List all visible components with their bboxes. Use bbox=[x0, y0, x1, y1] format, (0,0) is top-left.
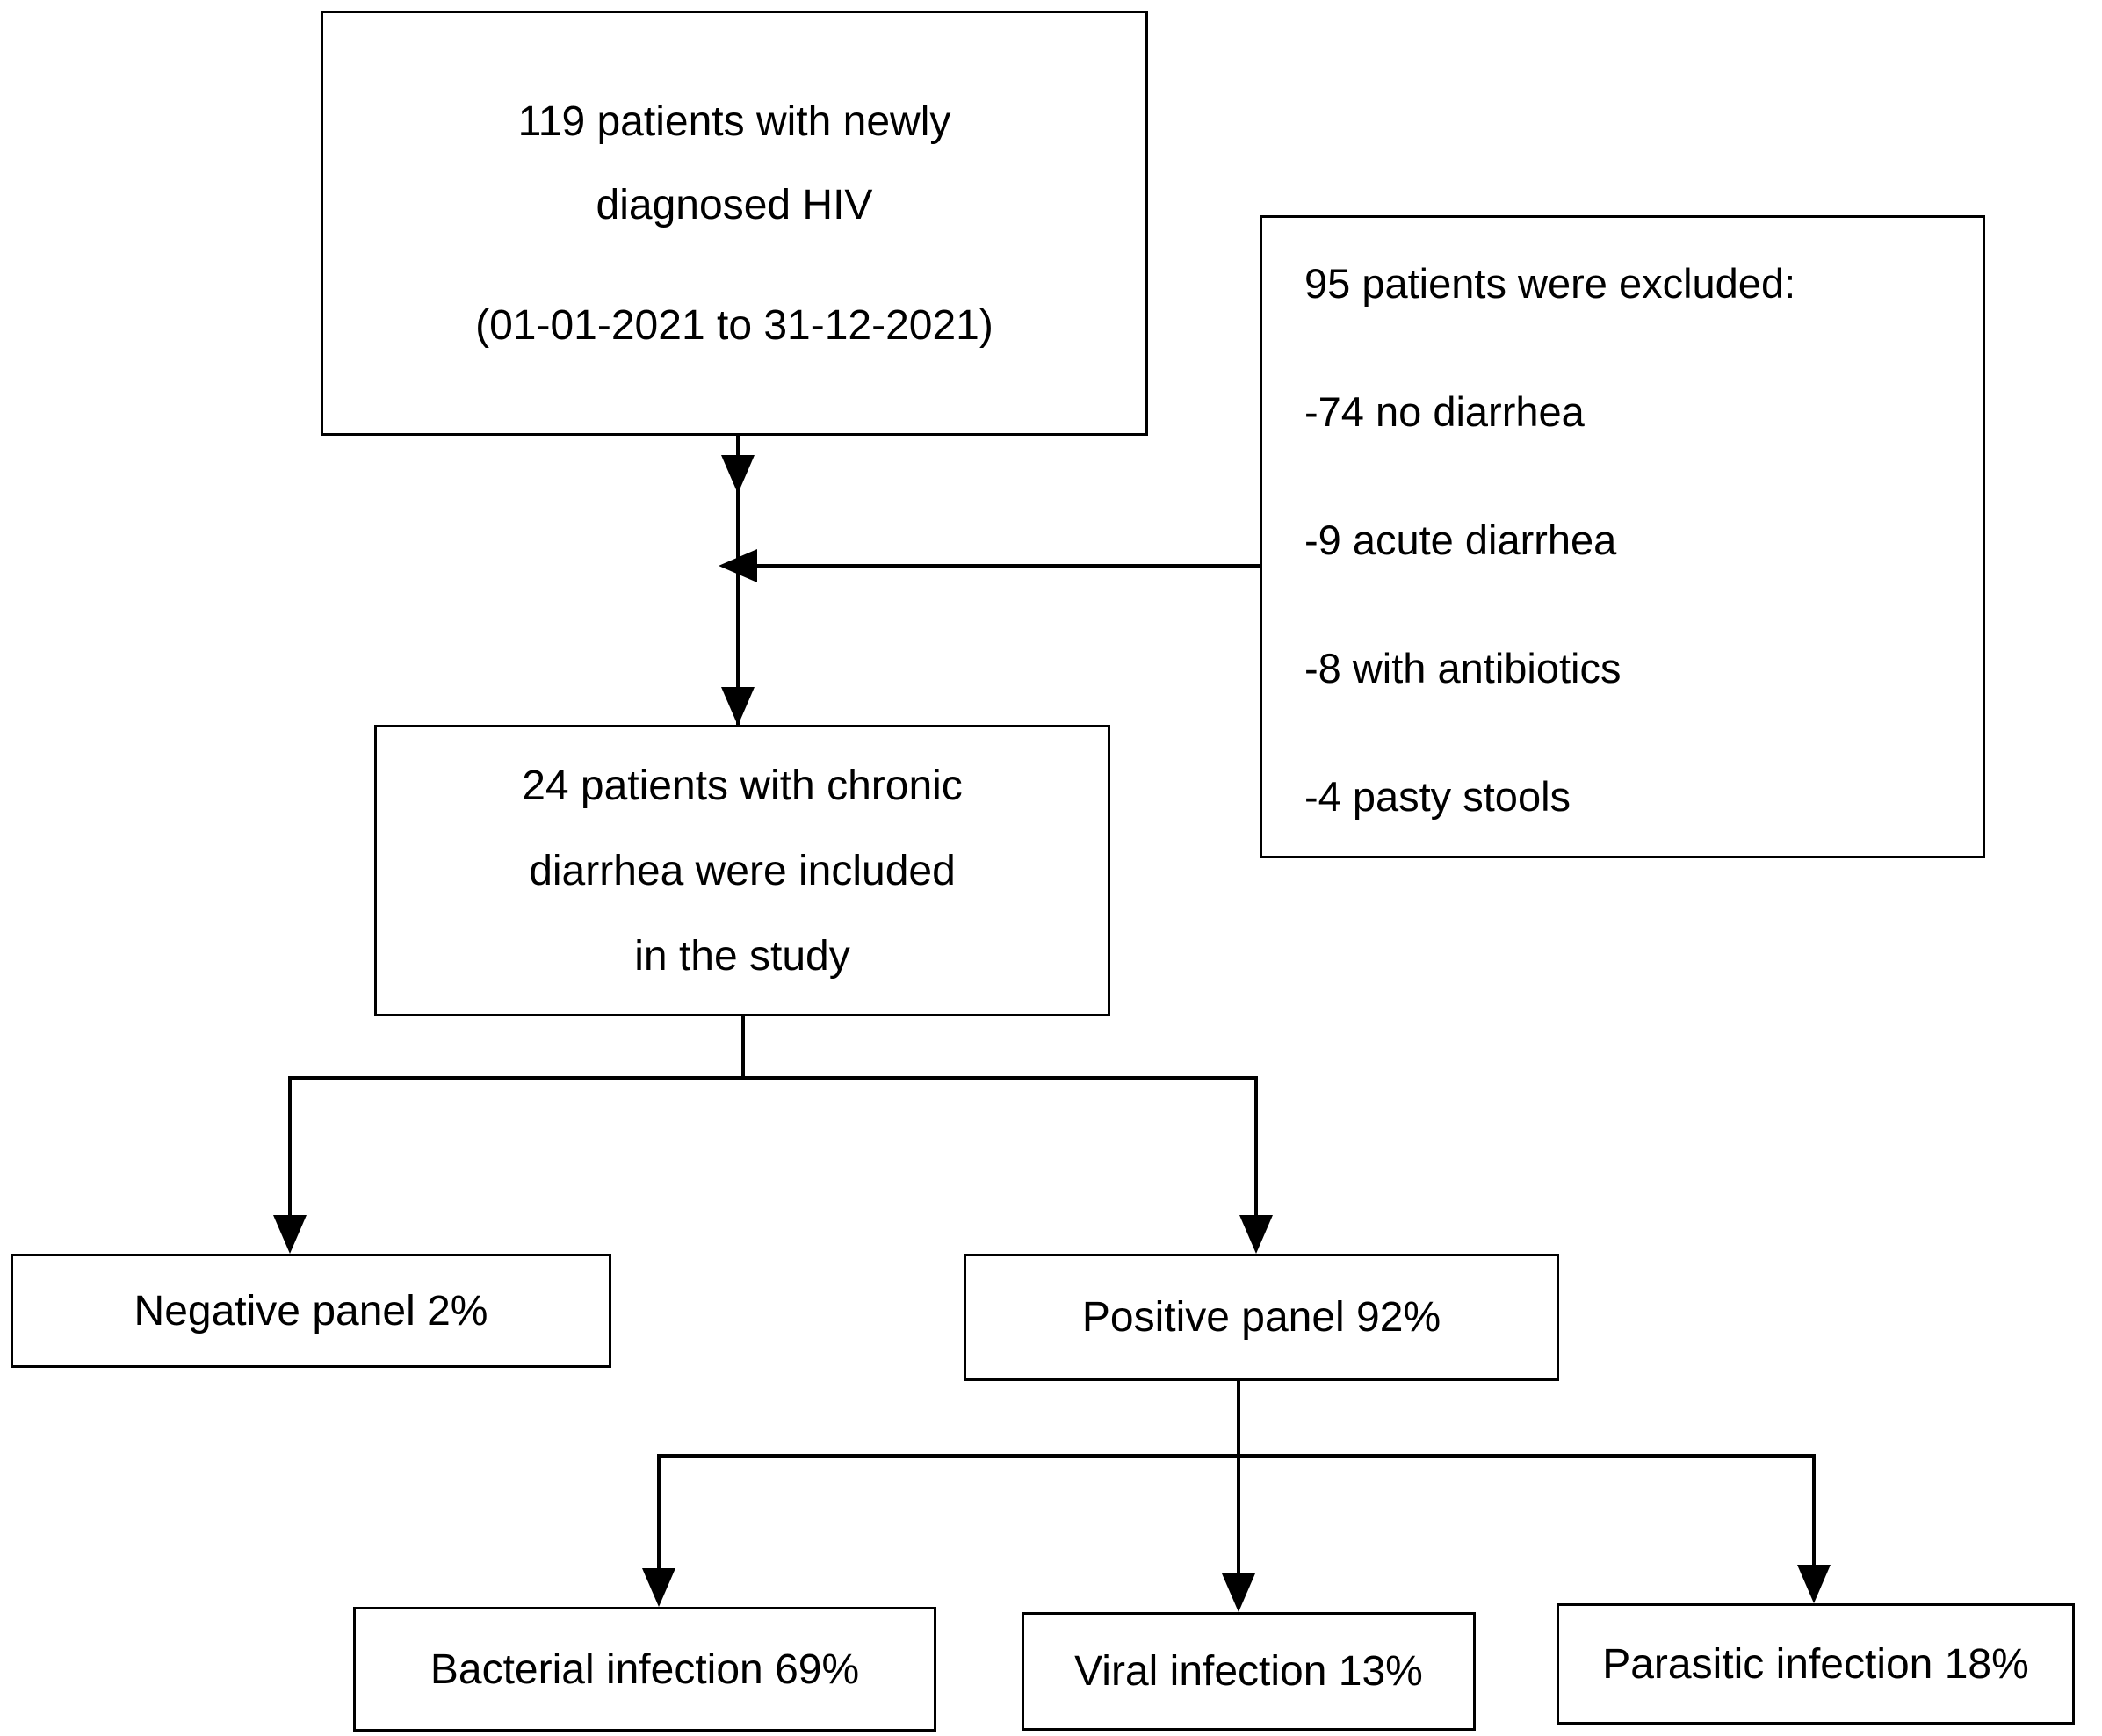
included-line-1: 24 patients with chronic bbox=[522, 762, 963, 809]
hiv-line-2: diagnosed HIV bbox=[596, 181, 873, 228]
connector-positive-to-viral bbox=[1237, 1381, 1240, 1575]
connector-infection-split bbox=[657, 1454, 1816, 1458]
arrowhead-down-icon bbox=[721, 455, 755, 494]
connector-excluded-to-flow bbox=[754, 564, 1260, 568]
box-bacterial-infection: Bacterial infection 69% bbox=[353, 1607, 936, 1732]
parasitic-infection-label: Parasitic infection 18% bbox=[1602, 1640, 2029, 1688]
excluded-item-no-diarrhea: -74 no diarrhea bbox=[1304, 388, 1585, 435]
included-line-3: in the study bbox=[634, 932, 850, 980]
arrowhead-down-icon bbox=[273, 1215, 307, 1254]
arrowhead-left-icon bbox=[719, 549, 757, 582]
connector-to-positive-panel bbox=[1254, 1076, 1258, 1219]
box-negative-panel: Negative panel 2% bbox=[11, 1254, 611, 1368]
hiv-line-1: 119 patients with newly bbox=[517, 98, 951, 145]
arrowhead-down-icon bbox=[1797, 1565, 1831, 1603]
excluded-item-acute-diarrhea: -9 acute diarrhea bbox=[1304, 517, 1617, 563]
box-parasitic-infection: Parasitic infection 18% bbox=[1557, 1603, 2075, 1725]
connector-panel-split bbox=[288, 1076, 1258, 1080]
box-hiv-patients: 119 patients with newly diagnosed HIV (0… bbox=[321, 11, 1148, 436]
negative-panel-label: Negative panel 2% bbox=[134, 1287, 488, 1335]
excluded-title: 95 patients were excluded: bbox=[1304, 260, 1796, 307]
hiv-date-range: (01-01-2021 to 31-12-2021) bbox=[475, 301, 993, 349]
positive-panel-label: Positive panel 92% bbox=[1081, 1294, 1441, 1341]
viral-infection-label: Viral infection 13% bbox=[1074, 1648, 1423, 1695]
excluded-item-antibiotics: -8 with antibiotics bbox=[1304, 645, 1622, 691]
arrowhead-down-icon bbox=[1222, 1573, 1255, 1612]
arrowhead-down-icon bbox=[1239, 1215, 1273, 1254]
box-viral-infection: Viral infection 13% bbox=[1022, 1612, 1476, 1731]
excluded-item-pasty-stools: -4 pasty stools bbox=[1304, 773, 1571, 820]
box-excluded-patients: 95 patients were excluded: -74 no diarrh… bbox=[1260, 215, 1985, 858]
connector-to-bacterial bbox=[657, 1454, 661, 1570]
bacterial-infection-label: Bacterial infection 69% bbox=[430, 1646, 860, 1693]
arrowhead-down-icon bbox=[642, 1568, 675, 1607]
connector-included-stem bbox=[741, 1016, 745, 1080]
included-line-2: diarrhea were included bbox=[529, 847, 956, 894]
connector-to-negative-panel bbox=[288, 1076, 292, 1219]
box-positive-panel: Positive panel 92% bbox=[964, 1254, 1559, 1381]
arrowhead-down-icon bbox=[721, 687, 755, 726]
connector-to-parasitic bbox=[1812, 1454, 1816, 1566]
box-included-patients: 24 patients with chronic diarrhea were i… bbox=[374, 725, 1110, 1016]
